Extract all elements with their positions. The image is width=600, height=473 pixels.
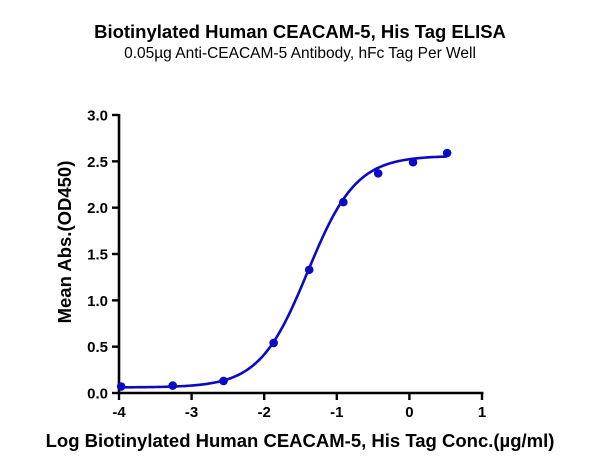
data-point xyxy=(168,381,178,390)
data-point xyxy=(442,148,452,158)
x-tick-label: -2 xyxy=(258,404,271,421)
axes xyxy=(112,113,484,400)
x-tick-label: -3 xyxy=(185,404,198,421)
y-tick-label: 2.0 xyxy=(87,200,108,217)
x-tick-label: 1 xyxy=(478,404,486,421)
data-point xyxy=(408,157,418,167)
data-points xyxy=(116,148,452,391)
data-point xyxy=(269,338,278,348)
x-tick-label: 0 xyxy=(405,404,413,421)
x-tick-label: -1 xyxy=(330,404,343,421)
data-point xyxy=(219,376,228,386)
y-tick-label: 1.5 xyxy=(87,247,108,264)
tick-labels: 0.0 0.5 1.0 1.5 2.0 2.5 3.0 -4 -3 -2 -1 0 1 xyxy=(87,108,486,422)
y-tick-label: 2.5 xyxy=(87,154,108,171)
chart-title: Biotinylated Human CEACAM-5, His Tag ELI… xyxy=(94,21,506,42)
data-point xyxy=(373,169,383,178)
y-tick-label: 3.0 xyxy=(87,108,108,125)
x-axis-label: Log Biotinylated Human CEACAM-5, His Tag… xyxy=(46,430,555,451)
y-tick-label: 0.0 xyxy=(87,386,108,403)
x-tick-label: -4 xyxy=(112,404,126,421)
y-axis-label: Mean Abs.(OD450) xyxy=(54,161,75,324)
data-point xyxy=(304,265,314,275)
chart-subtitle: 0.05µg Anti-CEACAM-5 Antibody, hFc Tag P… xyxy=(124,45,476,62)
data-point xyxy=(339,197,348,207)
y-tick-label: 1.0 xyxy=(87,293,108,310)
data-point xyxy=(116,382,126,391)
y-tick-label: 0.5 xyxy=(87,339,108,356)
fit-curve xyxy=(121,155,448,389)
